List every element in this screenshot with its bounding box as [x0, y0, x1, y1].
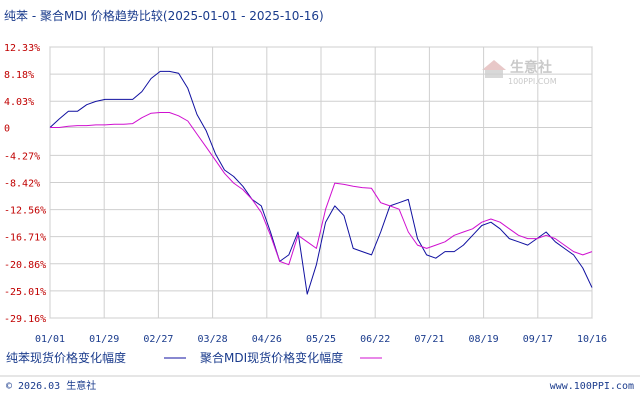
series-line-1 [49, 70, 593, 295]
x-tick-label: 08/19 [469, 334, 499, 345]
legend: 纯苯现货价格变化幅度 聚合MDI现货价格变化幅度 [6, 350, 382, 365]
chart-title: 纯苯 - 聚合MDI 价格趋势比较(2025-01-01 - 2025-10-1… [4, 8, 324, 23]
x-tick-label: 05/25 [306, 334, 336, 345]
x-axis-ticks: 01/01 01/29 02/27 03/28 04/26 05/25 06/22 07/21… [35, 334, 607, 345]
x-tick-label: 01/29 [89, 334, 119, 345]
series-line-2 [50, 112, 593, 266]
y-tick-label: -8.42% [4, 179, 40, 190]
x-tick-label: 09/17 [523, 334, 553, 345]
legend-label-series2: 聚合MDI现货价格变化幅度 [200, 350, 343, 365]
x-tick-label: 01/01 [35, 334, 65, 345]
y-tick-label: -20.86% [4, 260, 46, 271]
x-tick-label: 10/16 [577, 334, 607, 345]
y-tick-label: 4.03% [4, 97, 34, 108]
watermark-name: 生意社 [510, 59, 552, 76]
y-tick-label: 8.18% [4, 70, 34, 81]
legend-label-series1: 纯苯现货价格变化幅度 [6, 350, 126, 365]
series-lines [49, 70, 593, 295]
y-tick-label: -16.71% [4, 233, 46, 244]
watermark-url: 100PPI.COM [508, 77, 557, 86]
y-tick-label: -29.16% [4, 314, 46, 325]
x-tick-label: 06/22 [360, 334, 390, 345]
grid [49, 46, 593, 319]
x-tick-label: 02/27 [143, 334, 173, 345]
x-tick-label: 04/26 [252, 334, 282, 345]
y-tick-label: -12.56% [4, 206, 46, 217]
x-tick-label: 07/21 [414, 334, 444, 345]
y-tick-label: 12.33% [4, 43, 40, 54]
footer-copyright: © 2026.03 生意社 [6, 379, 96, 392]
y-tick-label: 0 [4, 124, 10, 135]
y-tick-label: -4.27% [4, 151, 40, 162]
y-axis-ticks: 12.33% 8.18% 4.03% 0 -4.27% -8.42% -12.56% -16.… [4, 43, 46, 325]
x-tick-label: 03/28 [198, 334, 228, 345]
footer-url: www.100PPI.com [550, 381, 634, 392]
y-tick-label: -25.01% [4, 287, 46, 298]
